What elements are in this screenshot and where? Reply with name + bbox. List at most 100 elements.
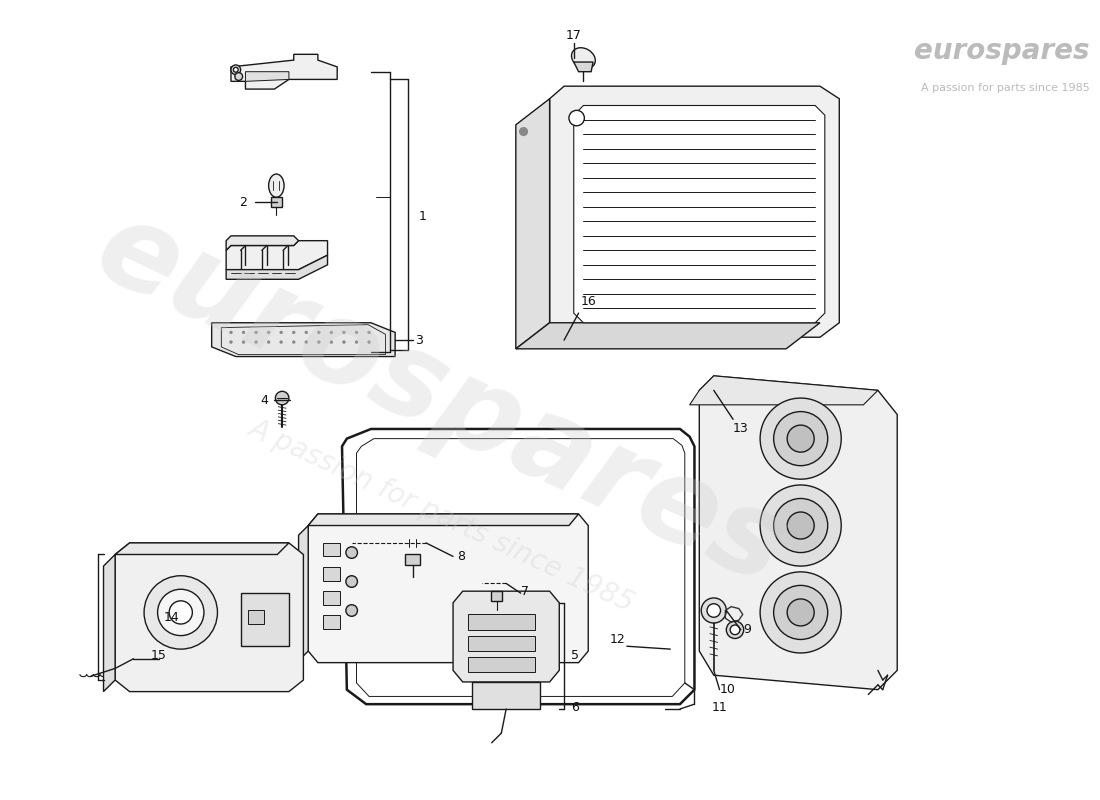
Circle shape (254, 341, 257, 343)
Circle shape (760, 398, 842, 479)
Text: 5: 5 (571, 650, 579, 662)
Text: 17: 17 (565, 29, 582, 42)
Polygon shape (227, 255, 328, 279)
Text: eurospares: eurospares (914, 37, 1089, 65)
Polygon shape (308, 514, 588, 662)
Circle shape (279, 341, 283, 343)
Circle shape (144, 576, 218, 649)
Polygon shape (700, 376, 898, 690)
Circle shape (342, 331, 345, 334)
Text: A passion for parts since 1985: A passion for parts since 1985 (244, 414, 638, 618)
Circle shape (342, 341, 345, 343)
Polygon shape (453, 591, 559, 682)
Bar (491, 591, 503, 601)
Polygon shape (516, 98, 550, 349)
Circle shape (254, 331, 257, 334)
Circle shape (267, 331, 271, 334)
Bar (468, 636, 535, 651)
Circle shape (234, 73, 243, 80)
Text: 2: 2 (240, 195, 248, 209)
Circle shape (305, 331, 308, 334)
Polygon shape (550, 86, 839, 338)
Ellipse shape (399, 532, 426, 554)
Text: 7: 7 (521, 585, 529, 598)
Bar (322, 591, 340, 605)
Circle shape (726, 621, 744, 638)
Circle shape (355, 331, 358, 334)
Circle shape (242, 331, 245, 334)
Polygon shape (231, 54, 338, 89)
Polygon shape (116, 543, 289, 554)
Text: A passion for parts since 1985: A passion for parts since 1985 (921, 83, 1089, 94)
Circle shape (788, 425, 814, 452)
Bar (249, 610, 264, 624)
Text: eurospares: eurospares (79, 190, 804, 610)
Text: 12: 12 (609, 633, 625, 646)
Circle shape (760, 485, 842, 566)
Circle shape (279, 331, 283, 334)
Circle shape (293, 341, 295, 343)
Circle shape (788, 599, 814, 626)
Circle shape (318, 341, 320, 343)
Bar (241, 593, 289, 646)
Polygon shape (227, 236, 298, 250)
Polygon shape (298, 526, 308, 661)
Circle shape (293, 331, 295, 334)
Circle shape (355, 341, 358, 343)
Bar (322, 615, 340, 629)
Circle shape (345, 546, 358, 558)
Circle shape (707, 604, 721, 618)
Ellipse shape (268, 174, 284, 198)
Polygon shape (574, 62, 593, 72)
Polygon shape (116, 543, 304, 692)
Text: 1: 1 (418, 210, 426, 223)
Circle shape (345, 605, 358, 616)
Bar (271, 198, 282, 207)
Circle shape (330, 341, 333, 343)
Text: 11: 11 (712, 701, 727, 714)
Circle shape (267, 341, 271, 343)
Ellipse shape (487, 576, 506, 591)
Circle shape (330, 331, 333, 334)
Bar (468, 657, 535, 672)
Text: 4: 4 (261, 394, 268, 406)
Circle shape (305, 341, 308, 343)
Circle shape (231, 65, 241, 74)
Circle shape (773, 411, 827, 466)
Text: 13: 13 (733, 422, 749, 435)
Circle shape (318, 331, 320, 334)
Text: 3: 3 (416, 334, 424, 346)
Circle shape (230, 341, 232, 343)
Circle shape (367, 331, 371, 334)
Circle shape (233, 67, 239, 72)
Circle shape (569, 110, 584, 126)
Circle shape (773, 498, 827, 553)
Circle shape (760, 572, 842, 653)
Circle shape (230, 331, 232, 334)
Text: 15: 15 (151, 650, 166, 662)
Circle shape (367, 341, 371, 343)
Text: 16: 16 (581, 295, 596, 308)
Polygon shape (516, 322, 820, 349)
Circle shape (345, 576, 358, 587)
Circle shape (169, 601, 192, 624)
Polygon shape (690, 376, 878, 405)
Circle shape (730, 625, 740, 634)
Text: 14: 14 (163, 610, 179, 624)
Text: 6: 6 (571, 701, 579, 714)
Bar (405, 554, 420, 565)
Circle shape (242, 341, 245, 343)
Polygon shape (574, 106, 825, 322)
Circle shape (788, 512, 814, 539)
Circle shape (701, 598, 726, 623)
Polygon shape (472, 682, 540, 709)
Ellipse shape (133, 650, 155, 667)
Polygon shape (245, 72, 289, 82)
Bar (468, 614, 535, 630)
Circle shape (773, 586, 827, 639)
Circle shape (519, 128, 527, 135)
Polygon shape (308, 514, 579, 526)
Circle shape (275, 391, 289, 405)
Polygon shape (103, 554, 116, 692)
Bar (322, 543, 340, 557)
